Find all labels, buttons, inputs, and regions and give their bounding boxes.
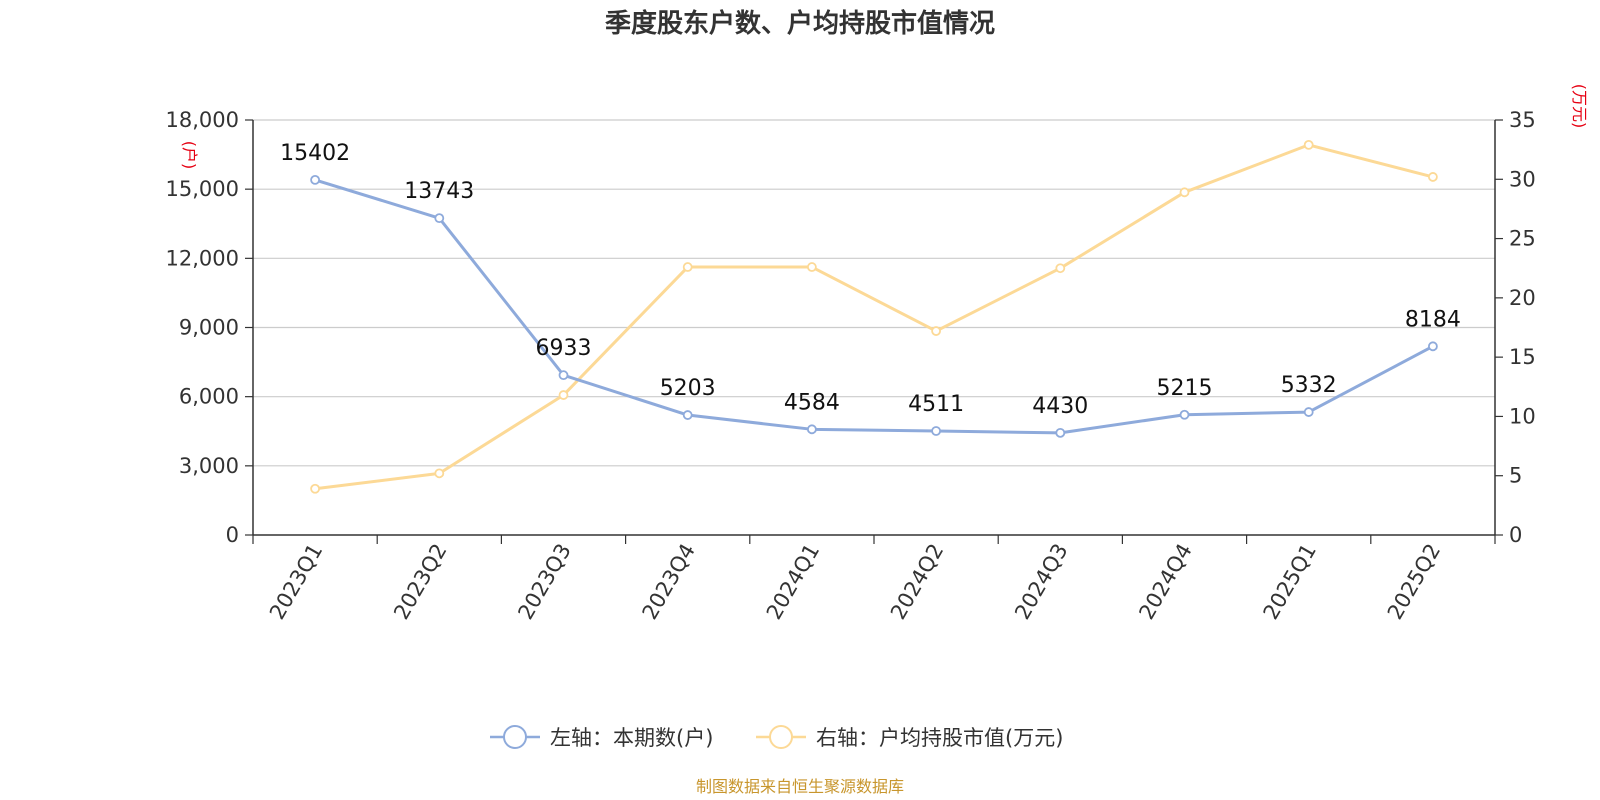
data-label: 4584 <box>784 390 840 415</box>
series-left-point <box>310 174 321 185</box>
series-right-point <box>434 468 445 479</box>
data-label: 8184 <box>1405 307 1461 332</box>
left-axis-unit: (户) <box>180 141 199 170</box>
x-tick-label: 2023Q4 <box>638 540 700 624</box>
series-left-point <box>1055 427 1066 438</box>
legend-item-right[interactable]: 右轴：户均持股市值(万元) <box>756 725 1063 750</box>
left-tick-label: 6,000 <box>179 385 239 409</box>
right-tick-label: 5 <box>1509 464 1522 488</box>
right-tick-label: 20 <box>1509 286 1536 310</box>
x-tick-label: 2023Q1 <box>265 540 327 624</box>
series-left <box>310 174 1438 438</box>
series-left-point <box>558 370 569 381</box>
data-label: 4511 <box>908 392 964 417</box>
data-label: 5203 <box>660 376 716 401</box>
x-tick-label: 2024Q4 <box>1134 540 1196 624</box>
series-right-point <box>1303 139 1314 150</box>
right-tick-label: 35 <box>1509 108 1536 132</box>
data-label: 13743 <box>404 179 474 204</box>
left-tick-label: 0 <box>226 523 239 547</box>
left-tick-label: 12,000 <box>166 246 239 270</box>
series-right-point <box>807 262 817 272</box>
series-left-point <box>931 426 941 436</box>
legend-item-left[interactable]: 左轴：本期数(户) <box>490 725 713 750</box>
series-right-line <box>314 143 1434 491</box>
x-tick-label: 2024Q3 <box>1010 540 1072 624</box>
right-tick-label: 15 <box>1509 345 1536 369</box>
series-left-point <box>1428 341 1438 352</box>
legend: 左轴：本期数(户) 右轴：户均持股市值(万元) <box>490 725 1063 750</box>
left-tick-label: 3,000 <box>179 454 239 478</box>
series-right-point <box>682 262 693 272</box>
data-label: 15402 <box>280 141 350 166</box>
series-right <box>310 139 1438 494</box>
data-labels: 15402 13743 6933 5203 4584 4511 4430 5215 5332 81… <box>280 141 1461 419</box>
series-left-point <box>807 424 817 435</box>
x-tick-label: 2023Q3 <box>513 540 575 624</box>
right-axis-unit: (万元) <box>1570 84 1589 129</box>
right-tick-label: 10 <box>1509 404 1536 428</box>
series-right-point <box>931 326 941 336</box>
series-right-point <box>1428 172 1438 182</box>
data-label: 6933 <box>536 336 592 361</box>
series-right-point <box>310 483 321 494</box>
x-tick-label: 2025Q2 <box>1383 540 1445 624</box>
x-tick-label: 2024Q1 <box>762 540 824 624</box>
grid-lines <box>253 119 1495 467</box>
legend-label-right: 右轴：户均持股市值(万元) <box>816 726 1063 750</box>
data-label: 5215 <box>1157 376 1213 401</box>
series-left-point <box>1179 409 1190 420</box>
left-tick-label: 18,000 <box>166 108 239 132</box>
left-tick-label: 9,000 <box>179 316 239 340</box>
left-axis-ticks: 0 3,000 6,000 9,000 12,000 15,000 18,000 <box>166 108 253 547</box>
right-tick-label: 30 <box>1509 167 1536 191</box>
data-label: 5332 <box>1281 373 1337 398</box>
series-left-point <box>434 213 445 224</box>
chart-title: 季度股东户数、户均持股市值情况 <box>605 8 995 39</box>
series-left-point <box>1303 407 1314 417</box>
series-left-point <box>682 410 693 420</box>
x-tick-label: 2025Q1 <box>1259 540 1321 624</box>
right-tick-label: 0 <box>1509 523 1522 547</box>
legend-label-left: 左轴：本期数(户) <box>550 726 713 750</box>
data-label: 4430 <box>1032 394 1088 419</box>
right-tick-label: 25 <box>1509 227 1536 251</box>
series-left-line <box>314 178 1434 435</box>
x-tick-label: 2024Q2 <box>886 540 948 624</box>
x-axis-ticks: 2023Q1 2023Q2 2023Q3 2023Q4 2024Q1 2024Q2 2024… <box>252 535 1496 624</box>
x-tick-label: 2023Q2 <box>389 540 451 624</box>
series-right-point <box>1055 263 1066 274</box>
series-right-point <box>558 390 569 400</box>
left-tick-label: 15,000 <box>166 177 239 201</box>
series-right-point <box>1179 187 1190 198</box>
data-source: 制图数据来自恒生聚源数据库 <box>696 777 904 796</box>
right-axis-ticks: 0 5 10 15 20 25 30 35 <box>1495 108 1536 547</box>
